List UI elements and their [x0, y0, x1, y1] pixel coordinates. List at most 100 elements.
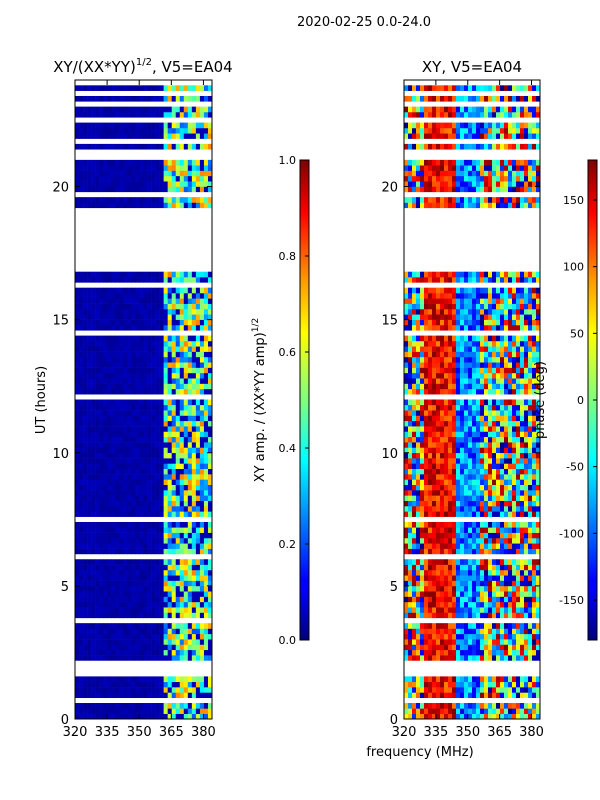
phase-cell	[416, 601, 421, 608]
amplitude-cell	[127, 356, 132, 363]
amplitude-cell	[135, 181, 140, 187]
amplitude-cell	[111, 415, 116, 422]
phase-cell	[532, 495, 537, 501]
phase-cell	[460, 559, 465, 565]
amplitude-cell	[135, 143, 140, 150]
amplitude-cell	[203, 591, 209, 597]
amplitude-cell	[199, 612, 205, 619]
amplitude-cell	[183, 612, 189, 619]
amplitude-cell	[139, 340, 144, 347]
amplitude-cell	[119, 335, 124, 342]
amplitude-cell	[159, 644, 164, 651]
amplitude-cell	[167, 639, 173, 645]
phase-cell	[448, 468, 453, 475]
amplitude-cell	[175, 181, 181, 187]
amplitude-cell	[107, 293, 112, 299]
phase-cell	[452, 639, 457, 645]
amplitude-cell	[175, 521, 181, 528]
phase-cell	[428, 676, 433, 683]
amplitude-cell	[99, 181, 104, 187]
amplitude-cell	[179, 186, 185, 193]
phase-cell	[428, 537, 433, 544]
amplitude-cell	[111, 340, 116, 347]
phase-cell	[532, 452, 537, 459]
amplitude-cell	[155, 543, 160, 549]
phase-cell	[416, 479, 421, 485]
amplitude-cell	[143, 490, 148, 496]
amplitude-cell	[155, 479, 160, 485]
amplitude-cell	[135, 159, 140, 166]
amplitude-cell	[187, 703, 193, 709]
phase-cell	[412, 372, 417, 379]
phase-cell	[504, 569, 509, 576]
amplitude-cell	[115, 106, 120, 113]
amplitude-cell	[119, 410, 124, 416]
amplitude-cell	[159, 181, 164, 187]
amplitude-cell	[99, 655, 104, 661]
phase-cell	[412, 548, 417, 555]
amplitude-cell	[203, 484, 209, 491]
phase-cell	[460, 607, 465, 613]
amplitude-cell	[107, 479, 112, 485]
phase-cell	[512, 543, 517, 549]
amplitude-cell	[135, 708, 140, 714]
amplitude-cell	[191, 484, 197, 491]
amplitude-cell	[175, 378, 181, 384]
amplitude-cell	[131, 442, 136, 448]
amplitude-cell	[203, 181, 209, 187]
amplitude-cell	[139, 431, 144, 438]
phase-cell	[412, 607, 417, 613]
amplitude-cell	[79, 580, 84, 587]
phase-cell	[428, 575, 433, 581]
amplitude-cell	[207, 436, 213, 443]
amplitude-cell	[99, 133, 104, 139]
amplitude-cell	[159, 601, 164, 608]
phase-cell	[420, 575, 425, 581]
phase-cell	[452, 458, 457, 464]
amplitude-cell	[139, 639, 144, 645]
amplitude-cell	[123, 468, 128, 475]
phase-cell	[452, 649, 457, 656]
phase-cell	[508, 575, 513, 581]
amplitude-cell	[111, 543, 116, 549]
amplitude-cell	[195, 159, 201, 166]
amplitude-cell	[183, 463, 189, 470]
phase-cell	[484, 527, 489, 533]
amplitude-cell	[115, 569, 120, 576]
phase-cell	[512, 458, 517, 464]
amplitude-cell	[151, 548, 156, 555]
amplitude-cell	[151, 175, 156, 182]
amplitude-cell	[75, 420, 80, 427]
phase-cell	[456, 548, 461, 555]
phase-cell	[468, 676, 473, 683]
amplitude-cell	[187, 335, 193, 342]
phase-cell	[456, 410, 461, 416]
amplitude-cell	[151, 303, 156, 310]
phase-cell	[444, 703, 449, 709]
phase-cell	[452, 463, 457, 470]
amplitude-cell	[119, 85, 124, 91]
phase-cell	[512, 580, 517, 587]
amplitude-cell	[171, 340, 177, 347]
amplitude-cell	[191, 585, 197, 592]
phase-cell	[504, 649, 509, 656]
phase-cell	[424, 543, 429, 549]
amplitude-cell	[183, 335, 189, 342]
amplitude-cell	[179, 106, 185, 113]
amplitude-cell	[151, 287, 156, 294]
amplitude-cell	[127, 468, 132, 475]
phase-cell	[460, 410, 465, 416]
amplitude-cell	[191, 271, 197, 278]
amplitude-cell	[159, 420, 164, 427]
amplitude-cell	[171, 436, 177, 443]
amplitude-cell	[155, 463, 160, 470]
phase-cell	[428, 484, 433, 491]
phase-cell	[524, 404, 529, 411]
phase-cell	[528, 378, 533, 384]
amplitude-cell	[191, 521, 197, 528]
amplitude-cell	[83, 202, 88, 209]
phase-cell	[456, 500, 461, 507]
amplitude-cell	[151, 452, 156, 459]
phase-cell	[412, 474, 417, 480]
amplitude-cell	[115, 495, 120, 501]
